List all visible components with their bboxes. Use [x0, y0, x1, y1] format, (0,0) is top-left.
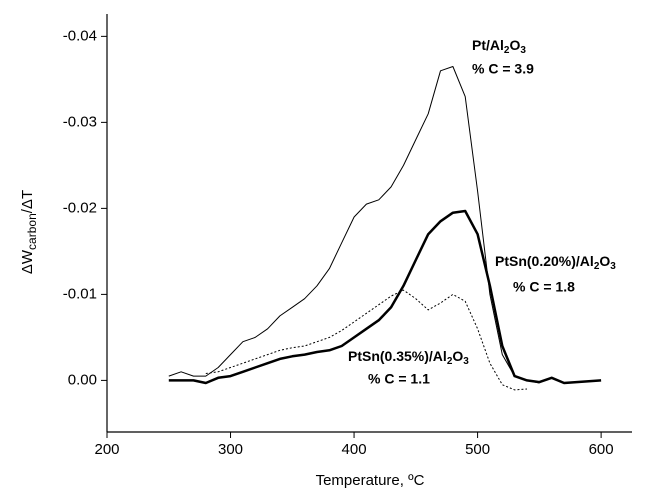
label-part: PtSn(0.35%)/Al	[348, 348, 447, 364]
y-tick-label: 0.00	[68, 371, 97, 388]
series-label: Pt/Al2O3	[472, 37, 526, 56]
y-label-part: ΔW	[19, 249, 36, 274]
y-tick-label: -0.04	[63, 27, 97, 44]
x-axis-label: Temperature, ºC	[316, 472, 425, 489]
x-tick-label: 500	[465, 441, 490, 458]
series-note: % C = 1.8	[513, 279, 575, 295]
series-note: % C = 3.9	[472, 61, 534, 77]
y-tick-label: -0.01	[63, 285, 97, 302]
label-part: 2	[447, 356, 453, 367]
y-label-part: /ΔT	[19, 190, 36, 213]
label-part: O	[452, 348, 463, 364]
series-line	[168, 66, 540, 384]
label-part: Pt/Al	[472, 37, 504, 53]
x-tick-label: 400	[342, 441, 367, 458]
label-part: O	[599, 253, 610, 269]
label-part: O	[509, 37, 520, 53]
label-part: 3	[463, 356, 469, 367]
label-part: 2	[504, 45, 510, 56]
x-tick-label: 200	[94, 441, 119, 458]
label-part: 3	[610, 261, 616, 272]
label-part: 2	[594, 261, 600, 272]
series-label: PtSn(0.35%)/Al2O3	[348, 348, 469, 367]
series-line	[168, 209, 602, 385]
y-tick-label: -0.02	[63, 199, 97, 216]
y-label-sub: carbon	[25, 213, 39, 250]
x-tick-label: 600	[589, 441, 614, 458]
y-tick-label: -0.03	[63, 113, 97, 130]
label-part: PtSn(0.20%)/Al	[495, 253, 594, 269]
label-part: 3	[520, 45, 526, 56]
x-tick-label: 300	[218, 441, 243, 458]
y-axis-label: ΔWcarbon/ΔT	[19, 190, 39, 274]
series-note: % C = 1.1	[368, 371, 430, 387]
series-label: PtSn(0.20%)/Al2O3	[495, 253, 616, 272]
series-line	[205, 289, 528, 391]
